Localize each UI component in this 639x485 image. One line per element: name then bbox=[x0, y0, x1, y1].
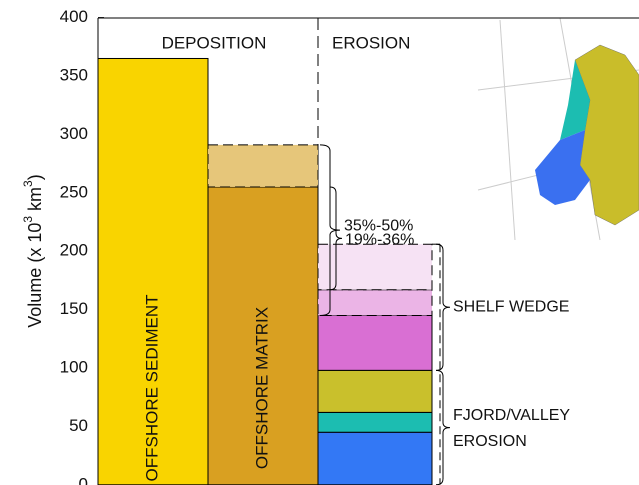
y-tick-label: 0 bbox=[79, 474, 88, 485]
header: EROSION bbox=[332, 33, 410, 52]
bar-segment bbox=[317, 411, 433, 433]
bar-segment bbox=[317, 431, 433, 485]
bar-segment bbox=[317, 314, 433, 371]
bar-segment bbox=[207, 186, 319, 485]
bar-segment bbox=[317, 369, 433, 413]
bar-segment bbox=[207, 144, 319, 188]
annotation: 35%-50% bbox=[344, 217, 413, 234]
map-inset bbox=[475, 17, 639, 243]
y-tick-label: 200 bbox=[60, 241, 88, 260]
brace bbox=[329, 186, 343, 291]
bar-label: OFFSHORE SEDIMENT bbox=[142, 294, 161, 481]
y-tick-label: 100 bbox=[60, 357, 88, 376]
bar-segment bbox=[317, 289, 433, 316]
y-tick-label: 250 bbox=[60, 182, 88, 201]
annotation: 19%-36% bbox=[345, 232, 414, 249]
y-title-part: km bbox=[25, 187, 45, 216]
y-tick-label: 350 bbox=[60, 65, 88, 84]
y-tick-label: 300 bbox=[60, 124, 88, 143]
header: DEPOSITION bbox=[162, 33, 267, 52]
bar-segment bbox=[317, 243, 433, 291]
brace bbox=[435, 243, 451, 371]
y-tick-label: 50 bbox=[69, 416, 88, 435]
y-tick-label: 150 bbox=[60, 299, 88, 318]
y-title-sup: 3 bbox=[21, 180, 35, 187]
y-title-sup: 3 bbox=[21, 216, 35, 223]
brace bbox=[319, 144, 341, 316]
y-title-part: ) bbox=[25, 174, 45, 180]
y-title-part: Volume (x 10 bbox=[25, 223, 45, 328]
y-tick-label: 400 bbox=[60, 7, 88, 26]
bar-segment bbox=[97, 57, 209, 485]
annotation: EROSION bbox=[453, 433, 527, 450]
brace bbox=[435, 369, 451, 485]
annotation: FJORD/VALLEY bbox=[453, 407, 570, 424]
bar-label: OFFSHORE MATRIX bbox=[252, 307, 271, 469]
annotation: SHELF WEDGE bbox=[453, 298, 569, 315]
y-axis-title: Volume (x 103 km3) bbox=[21, 174, 45, 327]
